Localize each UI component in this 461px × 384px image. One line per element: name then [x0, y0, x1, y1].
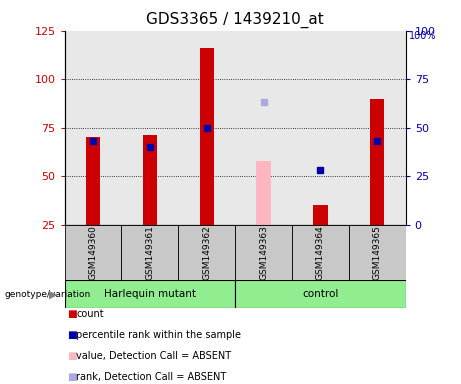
Text: count: count [76, 309, 104, 319]
Text: GSM149360: GSM149360 [89, 225, 97, 280]
Bar [256, 161, 271, 225]
Bar [200, 48, 214, 225]
Bar [65, 280, 235, 308]
Bar [121, 225, 178, 280]
Text: ■: ■ [67, 351, 77, 361]
Bar [349, 225, 406, 280]
Text: genotype/variation: genotype/variation [5, 290, 91, 299]
Bar [313, 205, 327, 225]
Text: Harlequin mutant: Harlequin mutant [104, 289, 196, 299]
Text: GSM149361: GSM149361 [145, 225, 154, 280]
Bar [235, 225, 292, 280]
Bar [143, 136, 157, 225]
Bar [235, 280, 406, 308]
Bar [292, 225, 349, 280]
Text: ■: ■ [67, 372, 77, 382]
Text: GSM149365: GSM149365 [373, 225, 382, 280]
Bar [370, 99, 384, 225]
Text: control: control [302, 289, 338, 299]
Text: ▶: ▶ [49, 289, 58, 299]
Bar [86, 137, 100, 225]
Text: percentile rank within the sample: percentile rank within the sample [76, 330, 241, 340]
Text: ■: ■ [67, 330, 77, 340]
Text: value, Detection Call = ABSENT: value, Detection Call = ABSENT [76, 351, 231, 361]
Text: rank, Detection Call = ABSENT: rank, Detection Call = ABSENT [76, 372, 226, 382]
Text: ■: ■ [67, 309, 77, 319]
Text: 100%: 100% [409, 31, 437, 41]
Title: GDS3365 / 1439210_at: GDS3365 / 1439210_at [146, 12, 324, 28]
Text: GSM149364: GSM149364 [316, 225, 325, 280]
Bar [178, 225, 235, 280]
Text: GSM149362: GSM149362 [202, 225, 211, 280]
Text: GSM149363: GSM149363 [259, 225, 268, 280]
Bar [65, 225, 121, 280]
